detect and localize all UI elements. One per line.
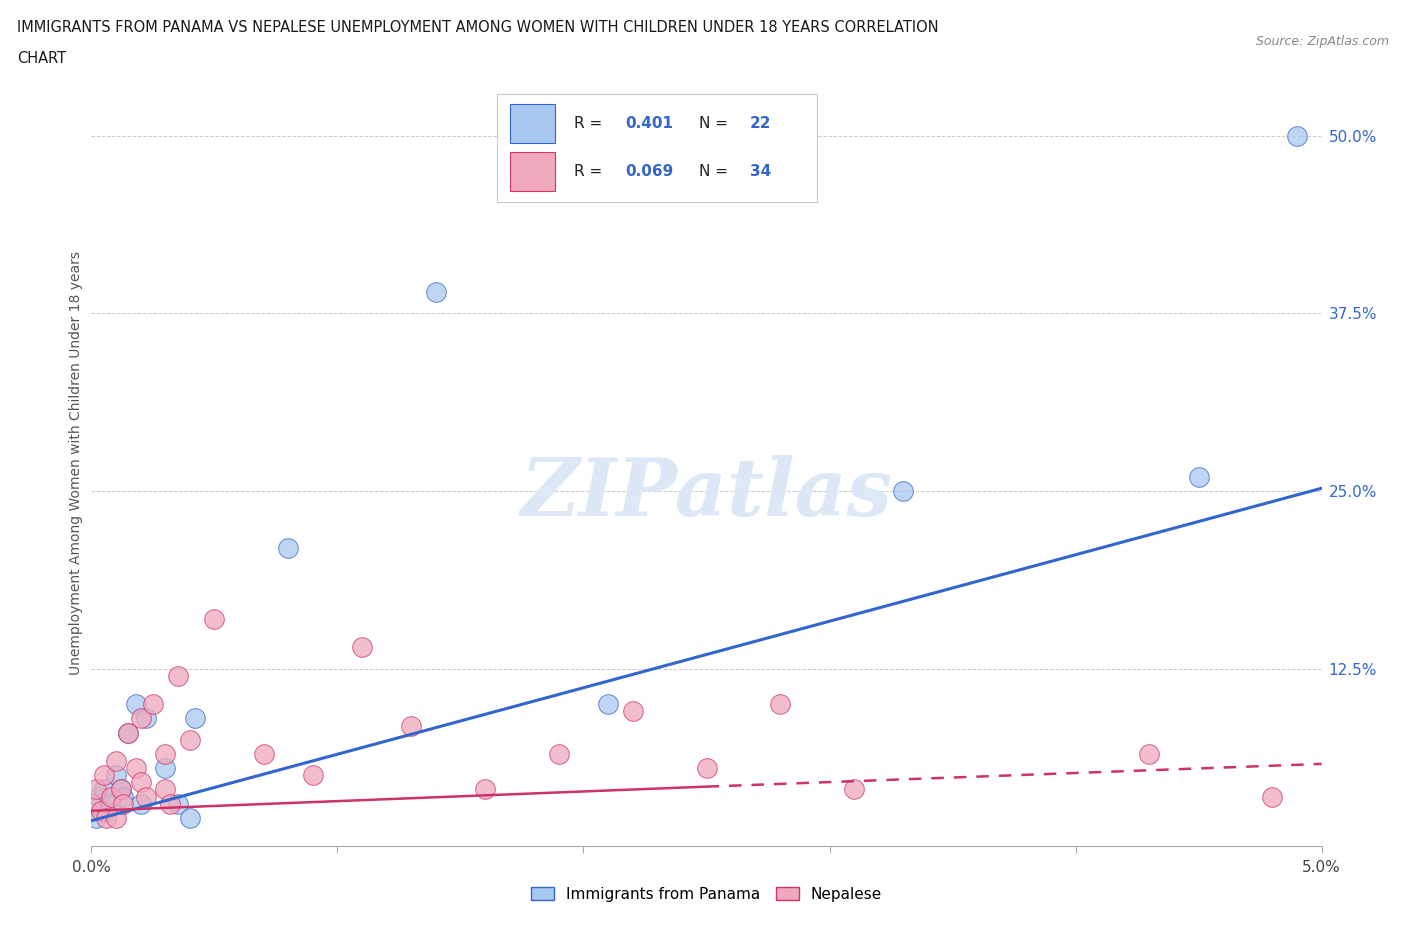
Point <box>301 768 323 783</box>
Point <box>142 697 165 711</box>
Legend: Immigrants from Panama, Nepalese: Immigrants from Panama, Nepalese <box>524 881 889 908</box>
Point <box>547 747 569 762</box>
Point <box>842 782 865 797</box>
Point <box>1137 747 1160 762</box>
Point <box>100 796 122 811</box>
Point <box>110 782 132 797</box>
Point <box>112 790 135 804</box>
Point <box>153 782 177 797</box>
Point <box>135 790 156 804</box>
Point <box>183 711 207 726</box>
Text: CHART: CHART <box>17 51 66 66</box>
Point <box>350 640 373 655</box>
Point <box>90 804 112 818</box>
Point <box>129 796 152 811</box>
Point <box>93 768 115 783</box>
Point <box>1187 470 1209 485</box>
Point <box>135 711 156 726</box>
Point <box>153 747 177 762</box>
Point <box>166 796 188 811</box>
Text: Source: ZipAtlas.com: Source: ZipAtlas.com <box>1256 35 1389 48</box>
Point <box>179 732 201 747</box>
Text: IMMIGRANTS FROM PANAMA VS NEPALESE UNEMPLOYMENT AMONG WOMEN WITH CHILDREN UNDER : IMMIGRANTS FROM PANAMA VS NEPALESE UNEMP… <box>17 20 938 35</box>
Point <box>202 612 225 627</box>
Point <box>474 782 496 797</box>
Point <box>124 761 148 776</box>
Point <box>100 790 122 804</box>
Point <box>105 753 127 768</box>
Point <box>80 796 103 811</box>
Point <box>1286 128 1309 143</box>
Point <box>96 810 117 825</box>
Point <box>110 782 132 797</box>
Point <box>253 747 276 762</box>
Point <box>159 796 181 811</box>
Point <box>129 711 152 726</box>
Point <box>87 790 110 804</box>
Point <box>696 761 718 776</box>
Point <box>179 810 201 825</box>
Point <box>596 697 619 711</box>
Point <box>105 768 127 783</box>
Point <box>769 697 792 711</box>
Point <box>86 810 108 825</box>
Y-axis label: Unemployment Among Women with Children Under 18 years: Unemployment Among Women with Children U… <box>69 251 83 674</box>
Point <box>277 540 299 555</box>
Point <box>105 810 127 825</box>
Text: ZIPatlas: ZIPatlas <box>520 455 893 532</box>
Point <box>93 782 115 797</box>
Point <box>153 761 177 776</box>
Point <box>86 782 108 797</box>
Point <box>166 669 188 684</box>
Point <box>891 484 914 498</box>
Point <box>399 718 422 733</box>
Point <box>621 704 644 719</box>
Point <box>112 796 135 811</box>
Point <box>117 725 139 740</box>
Point <box>129 775 152 790</box>
Point <box>1261 790 1284 804</box>
Point <box>96 804 117 818</box>
Point <box>425 285 447 299</box>
Point <box>117 725 139 740</box>
Point <box>124 697 148 711</box>
